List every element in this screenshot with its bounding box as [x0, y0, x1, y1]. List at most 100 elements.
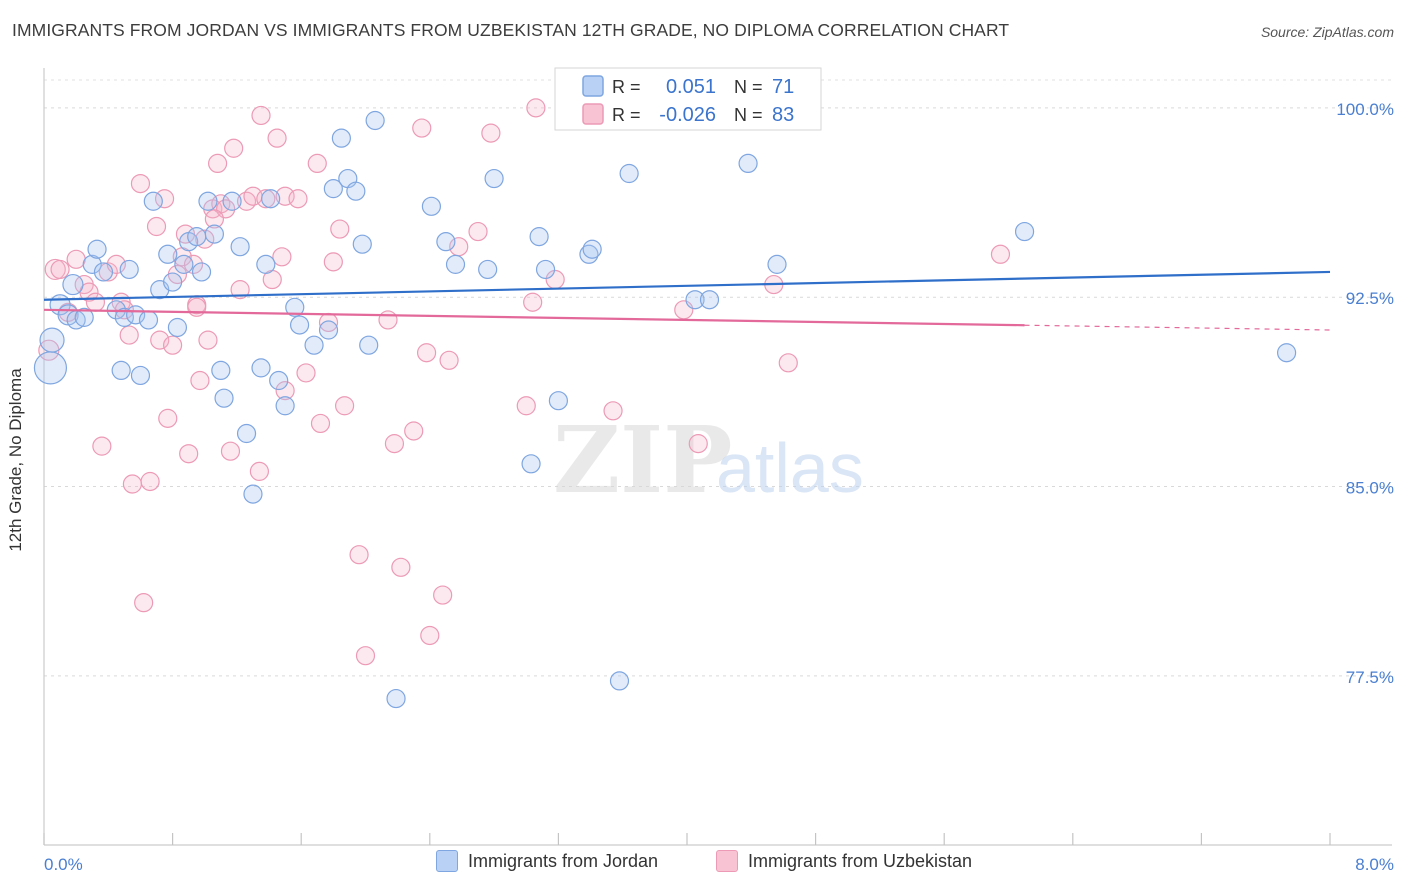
uzbekistan-point	[778, 353, 798, 373]
jordan-point	[582, 239, 602, 259]
jordan-point	[82, 254, 102, 274]
legend-item-uzbekistan[interactable]: Immigrants from Uzbekistan	[716, 850, 972, 872]
jordan-point	[535, 259, 556, 280]
uzbekistan-point	[92, 436, 112, 456]
jordan-point	[1276, 343, 1297, 363]
uzbekistan-point	[150, 330, 170, 350]
uzbekistan-point	[158, 408, 178, 428]
jordan-point	[174, 254, 194, 274]
uzbekistan-point	[163, 335, 183, 355]
uzbekistan-point	[384, 434, 405, 454]
source-label: Source: ZipAtlas.com	[1260, 24, 1394, 40]
legend-swatch-jordan	[436, 850, 458, 872]
uzbekistan-point	[98, 262, 118, 282]
uzbekistan-point	[134, 593, 154, 613]
uzbekistan-point	[66, 249, 86, 269]
y-tick-label: 77.5%	[1346, 668, 1394, 687]
chart-title: IMMIGRANTS FROM JORDAN VS IMMIGRANTS FRO…	[12, 20, 1010, 40]
uzbekistan-point	[251, 105, 271, 126]
legend-swatch-uzbekistan	[716, 850, 738, 872]
jordan-point	[478, 259, 498, 280]
uzbekistan-point	[187, 297, 207, 317]
jordan-point	[529, 227, 549, 247]
uzbekistan-point	[275, 381, 295, 401]
jordan-point	[111, 360, 131, 381]
uzbekistan-point	[236, 191, 257, 211]
uzbekistan-point	[114, 300, 134, 320]
jordan-point	[767, 254, 787, 274]
stats-swatch-jordan	[582, 75, 604, 97]
jordan-point	[609, 671, 630, 691]
uzbekistan-point	[688, 434, 708, 454]
stats-legend: R = 0.051 N = 71 R = -0.026 N = 83	[554, 67, 822, 131]
jordan-point	[685, 290, 705, 310]
uzbekistan-point	[468, 221, 488, 242]
x-tick-labels: 0.0% 8.0%	[44, 855, 1394, 874]
uzbekistan-point	[146, 216, 167, 237]
jordan-point	[323, 179, 343, 199]
uzbekistan-point	[526, 98, 546, 118]
jordan-point	[119, 259, 139, 280]
uzbekistan-point	[208, 153, 228, 174]
jordan-point	[143, 191, 163, 211]
uzbekistan-point	[296, 363, 316, 383]
jordan-point	[359, 335, 379, 355]
jordan-point	[236, 423, 257, 444]
grid-lines	[44, 79, 1392, 677]
trend-lines	[43, 270, 1331, 331]
uzbekistan-point	[183, 254, 204, 274]
jordan-point	[214, 388, 234, 408]
jordan-point	[62, 273, 84, 296]
jordan-point	[346, 181, 366, 201]
axes	[43, 68, 1392, 846]
uzbekistan-point	[323, 252, 343, 272]
jordan-point	[130, 365, 151, 386]
jordan-point	[352, 234, 372, 254]
stats-n-value: 71	[772, 76, 794, 98]
watermark: ZIP atlas	[553, 406, 864, 514]
legend-item-jordan[interactable]: Immigrants from Jordan	[436, 850, 658, 872]
uzbekistan-point	[481, 123, 501, 143]
uzbekistan-point	[330, 219, 350, 239]
bottom-legend: Immigrants from Jordan Immigrants from U…	[0, 850, 1406, 880]
jordan-point	[738, 153, 758, 174]
jordan-point	[331, 128, 351, 148]
jordan-point	[699, 290, 720, 310]
jordan-point	[74, 307, 94, 327]
uzbekistan-points	[38, 98, 1011, 666]
uzbekistan-point	[179, 444, 199, 464]
uzbekistan-point	[307, 153, 327, 174]
jordan-point	[548, 391, 569, 411]
uzbekistan-point	[140, 471, 160, 492]
uzbekistan-point	[523, 292, 543, 312]
jordan-point	[93, 262, 114, 282]
uzbekistan-trend-extension	[1024, 324, 1331, 331]
stats-n-value: 83	[772, 104, 794, 126]
uzbekistan-point	[288, 189, 308, 209]
jordan-point	[251, 358, 271, 378]
jordan-point	[33, 351, 68, 385]
uzbekistan-point	[378, 310, 398, 330]
uzbekistan-point	[990, 244, 1011, 264]
y-tick-label: 92.5%	[1346, 289, 1394, 308]
uzbekistan-point	[267, 128, 287, 148]
jordan-point	[158, 244, 178, 264]
jordan-point	[275, 396, 295, 416]
jordan-point	[445, 254, 466, 274]
jordan-point	[167, 317, 188, 338]
y-tick-label: 100.0%	[1336, 100, 1394, 119]
jordan-point	[39, 327, 65, 353]
y-tick-labels: 77.5% 85.0% 92.5% 100.0%	[1336, 100, 1394, 687]
uzbekistan-point	[119, 325, 139, 345]
uzbekistan-point	[349, 545, 369, 565]
uzbekistan-point	[249, 461, 270, 481]
jordan-point	[261, 189, 281, 209]
jordan-point	[285, 297, 305, 317]
jordan-point	[187, 227, 207, 247]
jordan-point	[269, 370, 289, 391]
jordan-point	[256, 254, 276, 274]
uzbekistan-point	[412, 118, 432, 138]
stats-r-label: R =	[612, 105, 641, 125]
uzbekistan-point	[256, 189, 276, 209]
uzbekistan-point	[404, 421, 424, 441]
